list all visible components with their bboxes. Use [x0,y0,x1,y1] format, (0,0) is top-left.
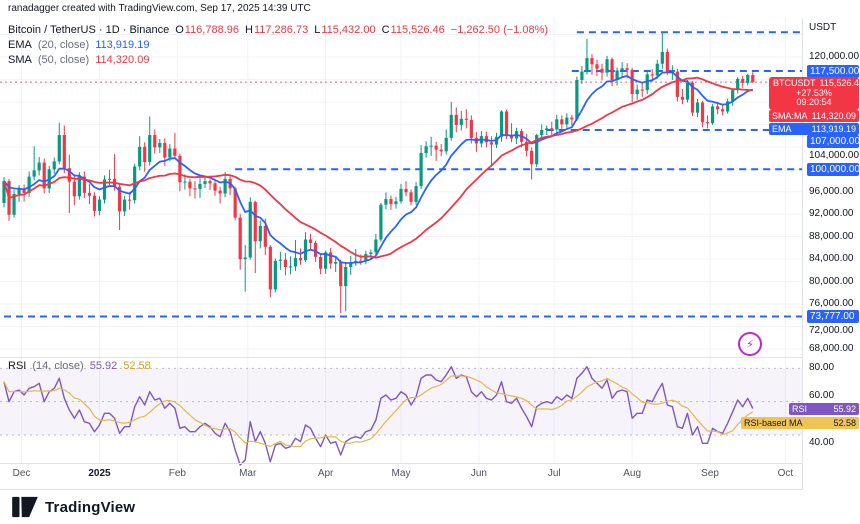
ema-badge-value: 113,919.19 [811,124,856,134]
chart-canvas[interactable] [0,18,802,490]
sma-badge-value: 114,320.09 [811,111,856,121]
attribution-text: ranadagger created with TradingView.com,… [8,3,311,14]
open-value: 116,788.96 [184,23,240,36]
badge-symbol: BTCUSDT [773,78,816,88]
badge-change-pct: +27.53% [796,87,832,98]
rsi-params: (14, close) [32,360,84,372]
price-level-badge: 100,000.00 [807,162,860,176]
time-tick-label: 2025 [88,468,111,479]
time-tick-label: Oct [777,468,794,479]
sma-name: SMA [8,53,32,66]
open-label: O [175,23,184,36]
price-tick-label: 96,000.00 [809,185,854,197]
sma-badge-label: SMA:MA [772,111,808,121]
low-label: L [314,23,321,36]
sma-value: 114,320.09 [95,53,150,66]
brand-name[interactable]: TradingView [45,498,136,516]
rsi-tick-label: 80.00 [809,362,835,374]
close-value: 115,526.46 [390,23,445,36]
symbol-price-badge: BTCUSDT 115,526.46 +27.53% 09:20:54 [769,77,860,110]
sma-legend-row[interactable]: SMA (50, close) 114,320.09 [8,52,548,67]
rsi-tick-label: 40.00 [809,437,835,448]
symbol-title[interactable]: Bitcoin / TetherUS · 1D · Binance [8,23,170,36]
time-axis[interactable]: Dec 2025 Feb Mar Apr May Jun Jul Aug Sep Oct [0,466,802,484]
change-value: −1,262.50 (−1.08%) [450,23,549,36]
price-level-badge: 73,777.00 [807,310,859,324]
price-tick-label: 84,000.00 [809,253,854,265]
price-tick-label: 104,000.00 [809,149,860,161]
ema-value: 113,919.19 [95,38,150,51]
rsi-ma-badge-value: 52.58 [833,418,856,428]
ema-badge-label: EMA [772,124,792,134]
ema-axis-badge: EMA 113,919.19 [769,123,859,135]
rsi-value: 55.92 [89,360,118,372]
price-tick-label: 120,000.00 [809,51,860,62]
tradingview-logo[interactable] [12,496,38,518]
rsi-tick-label: 60.00 [809,389,835,401]
ema-name: EMA [8,38,32,51]
price-tick-label: 72,000.00 [809,324,854,336]
time-tick-label: Apr [317,468,334,479]
time-tick-label: May [391,468,411,479]
price-level-badge: 117,500.00 [807,64,859,78]
ema-legend-row[interactable]: EMA (20, close) 113,919.19 [8,37,548,52]
time-tick-label: Jun [470,468,487,479]
rsi-badge-label: RSI [792,404,808,414]
rsi-badge-value: 55.92 [833,404,856,414]
sma-params: (50, close) [37,53,90,66]
time-tick-label: Jul [547,468,561,479]
symbol-legend-row[interactable]: Bitcoin / TetherUS · 1D · Binance O 116,7… [8,22,548,37]
price-tick-label: 92,000.00 [809,208,854,220]
low-value: 115,432.00 [321,23,376,36]
badge-last-price: 115,526.46 [819,78,860,88]
time-tick-label: Aug [623,468,642,479]
badge-countdown: 09:20:54 [796,97,832,107]
close-label: C [381,23,390,36]
chart-legend: Bitcoin / TetherUS · 1D · Binance O 116,7… [8,22,548,67]
price-tick-label: 68,000.00 [809,342,854,354]
rsi-ma-value: 52.58 [123,360,151,372]
lightning-glyph: ⚡ [746,338,754,351]
footer-bar: TradingView [0,490,860,524]
axis-currency-label: USDT [809,22,837,33]
rsi-ma-badge-label: RSI-based MA [744,418,803,428]
rsi-axis-badge: RSI 55.92 [789,403,859,415]
sma-axis-badge: SMA:MA 114,320.09 [769,110,859,122]
high-value: 117,286.73 [253,23,309,36]
time-tick-label: Sep [701,468,719,479]
price-tick-label: 88,000.00 [809,230,854,242]
high-label: H [245,23,253,36]
rsi-ma-axis-badge: RSI-based MA 52.58 [741,417,859,429]
ema-params: (20, close) [37,38,90,51]
price-tick-label: 80,000.00 [809,275,854,287]
rsi-legend-row[interactable]: RSI (14, close) 55.92 52.58 [8,360,151,372]
time-tick-label: Dec [12,468,31,479]
price-axis[interactable]: USDT BTCUSDT 115,526.46 +27.53% 09:20:54… [741,18,860,490]
price-level-badge: 107,000.00 [807,135,860,149]
time-tick-label: Mar [239,468,257,479]
rsi-name: RSI [8,360,27,372]
time-tick-label: Feb [168,468,186,479]
price-tick-label: 76,000.00 [809,298,854,310]
lightning-icon[interactable]: ⚡ [738,332,762,356]
